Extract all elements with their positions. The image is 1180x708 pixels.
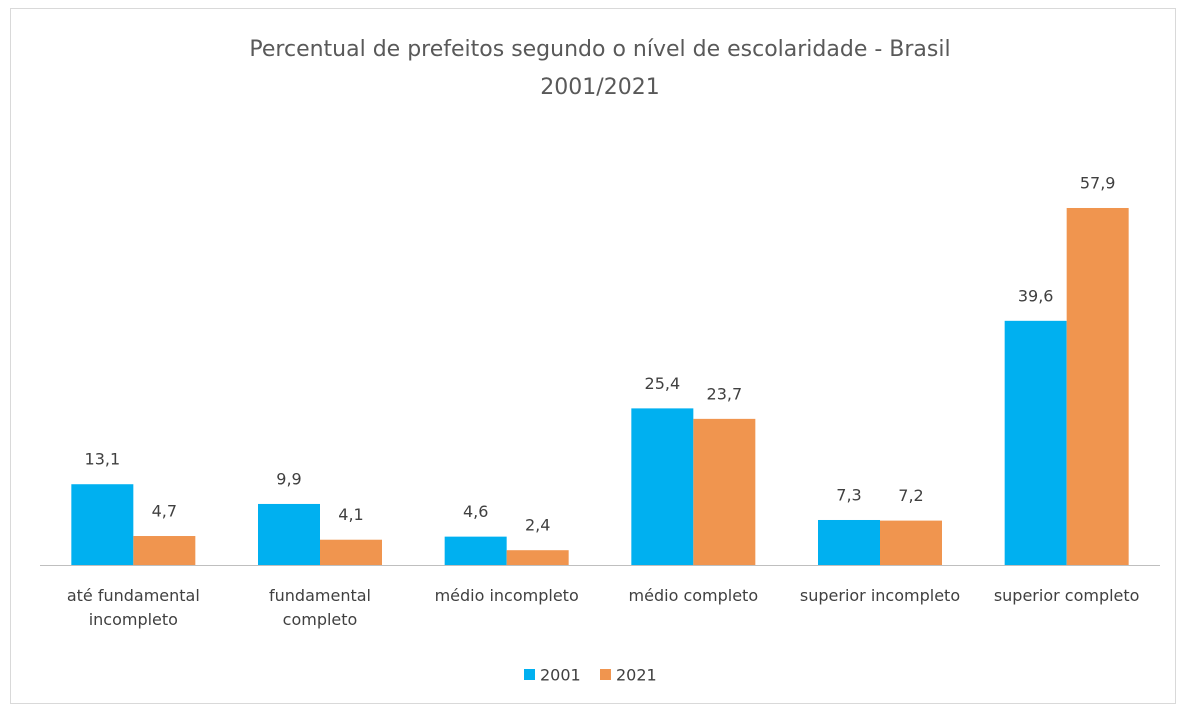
data-label: 9,9 — [276, 469, 301, 488]
data-label: 25,4 — [645, 374, 681, 393]
legend-swatch — [600, 669, 611, 680]
legend-label: 2001 — [540, 666, 581, 685]
data-label: 4,1 — [338, 505, 363, 524]
x-tick-label: médio completo — [628, 586, 759, 605]
bar — [320, 539, 382, 565]
data-label: 7,2 — [898, 486, 923, 505]
data-label: 4,7 — [152, 502, 177, 521]
data-label: 4,6 — [463, 502, 488, 521]
x-tick-label: superior incompleto — [799, 586, 961, 605]
data-label: 7,3 — [836, 485, 861, 504]
data-label: 2,4 — [525, 516, 550, 535]
legend-swatch — [524, 669, 535, 680]
data-label: 39,6 — [1018, 286, 1054, 305]
bar — [258, 503, 320, 565]
data-label: 57,9 — [1080, 173, 1116, 192]
legend-label: 2021 — [616, 666, 657, 685]
x-tick-label: até fundamental incompleto — [66, 586, 200, 629]
bar — [444, 536, 507, 565]
data-label: 23,7 — [707, 384, 743, 403]
bar — [506, 550, 569, 565]
bar — [631, 408, 694, 565]
chart-title: Percentual de prefeitos segundo o nível … — [249, 37, 950, 62]
bar — [71, 484, 134, 565]
data-label: 13,1 — [85, 450, 121, 469]
bar — [1066, 207, 1129, 566]
bar — [693, 418, 756, 565]
chart-frame — [10, 8, 1176, 704]
chart-subtitle: 2001/2021 — [540, 75, 659, 100]
x-tick-label: fundamental completo — [269, 586, 371, 629]
bar — [1004, 320, 1067, 565]
x-tick-label: superior completo — [993, 586, 1140, 605]
bar — [880, 520, 942, 565]
x-tick-label: médio incompleto — [434, 586, 579, 605]
bar — [818, 519, 880, 565]
bar — [133, 536, 196, 565]
